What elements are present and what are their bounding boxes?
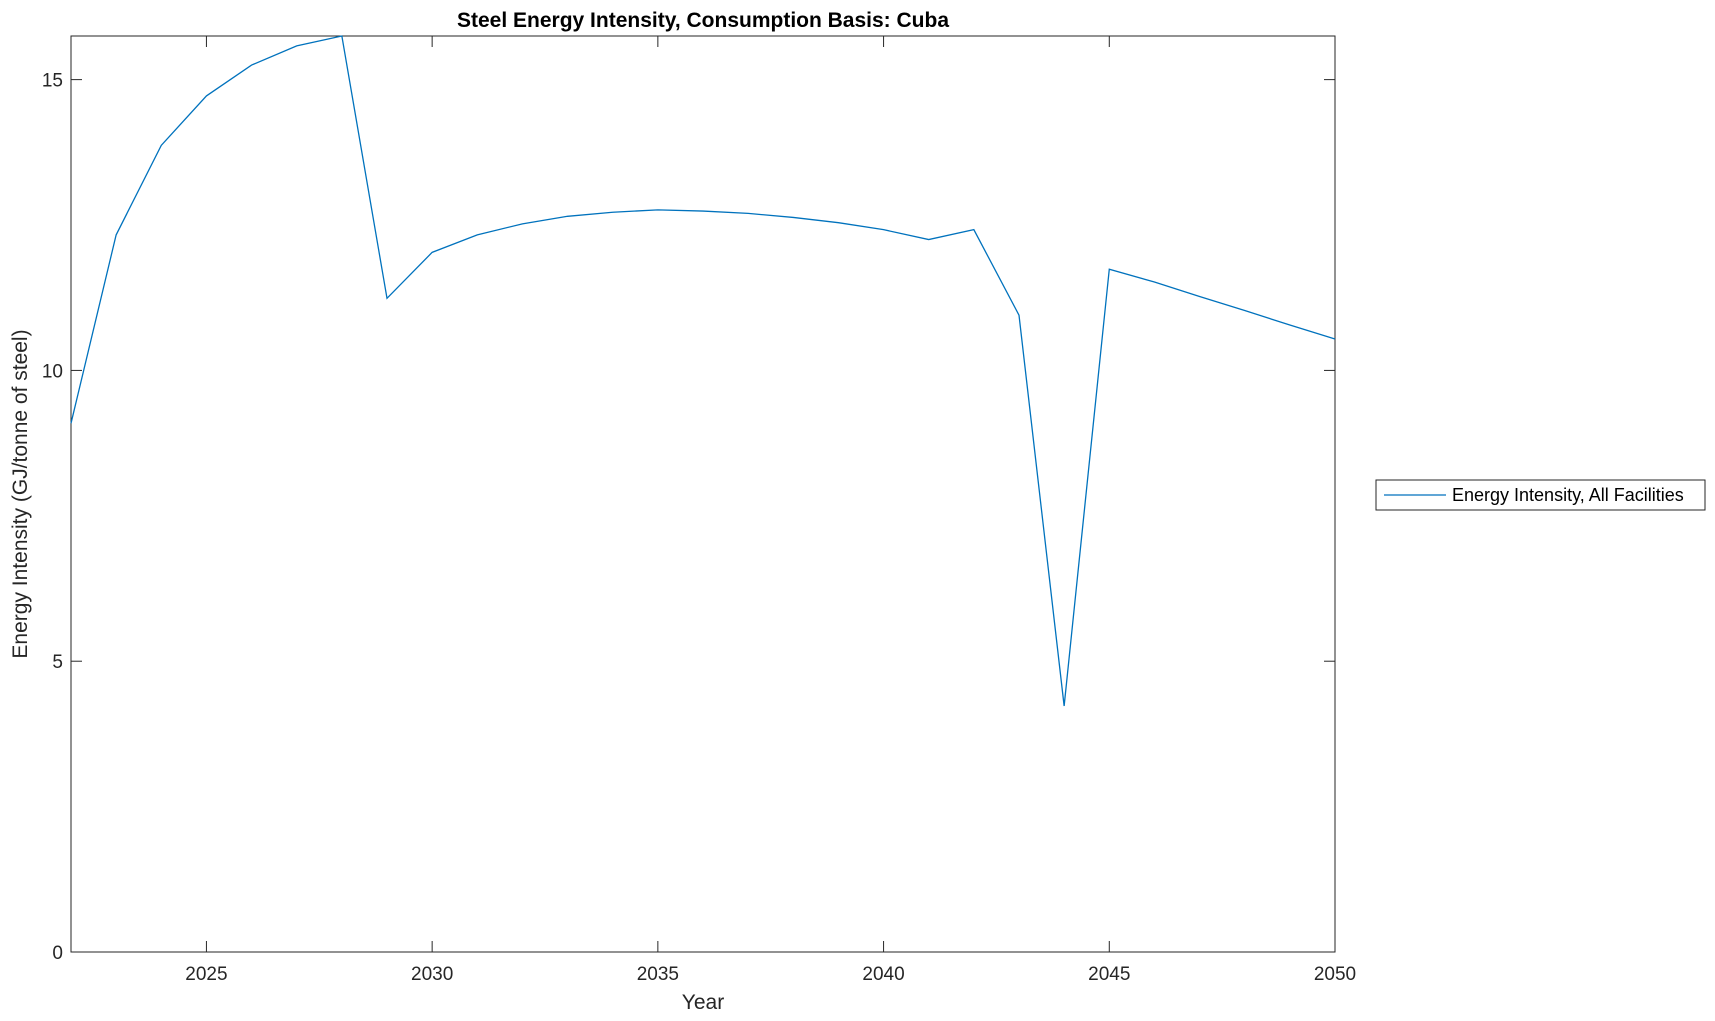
x-tick-label: 2035 bbox=[637, 964, 679, 985]
axes: 2025 2030 2035 2040 2045 2050 0 5 10 15 bbox=[42, 35, 1356, 985]
series-line bbox=[70, 35, 1336, 707]
x-axis-label: Year bbox=[682, 991, 724, 1014]
x-tick-label: 2045 bbox=[1088, 964, 1130, 985]
y-tick-label: 15 bbox=[42, 71, 63, 92]
x-tick-label: 2025 bbox=[185, 964, 227, 985]
chart-title: Steel Energy Intensity, Consumption Basi… bbox=[457, 9, 949, 32]
y-tick-label: 5 bbox=[52, 652, 63, 673]
y-tick-label: 0 bbox=[52, 943, 63, 964]
legend-entry: Energy Intensity, All Facilities bbox=[1452, 485, 1684, 505]
x-tick-label: 2030 bbox=[411, 964, 453, 985]
y-tick-label: 10 bbox=[42, 361, 63, 382]
legend[interactable]: Energy Intensity, All Facilities bbox=[1375, 479, 1706, 511]
series-group bbox=[70, 35, 1336, 707]
y-axis-label: Energy Intensity (GJ/tonne of steel) bbox=[9, 329, 32, 658]
plot-area-frame bbox=[70, 35, 1336, 953]
x-tick-label: 2040 bbox=[862, 964, 904, 985]
x-tick-label: 2050 bbox=[1314, 964, 1356, 985]
